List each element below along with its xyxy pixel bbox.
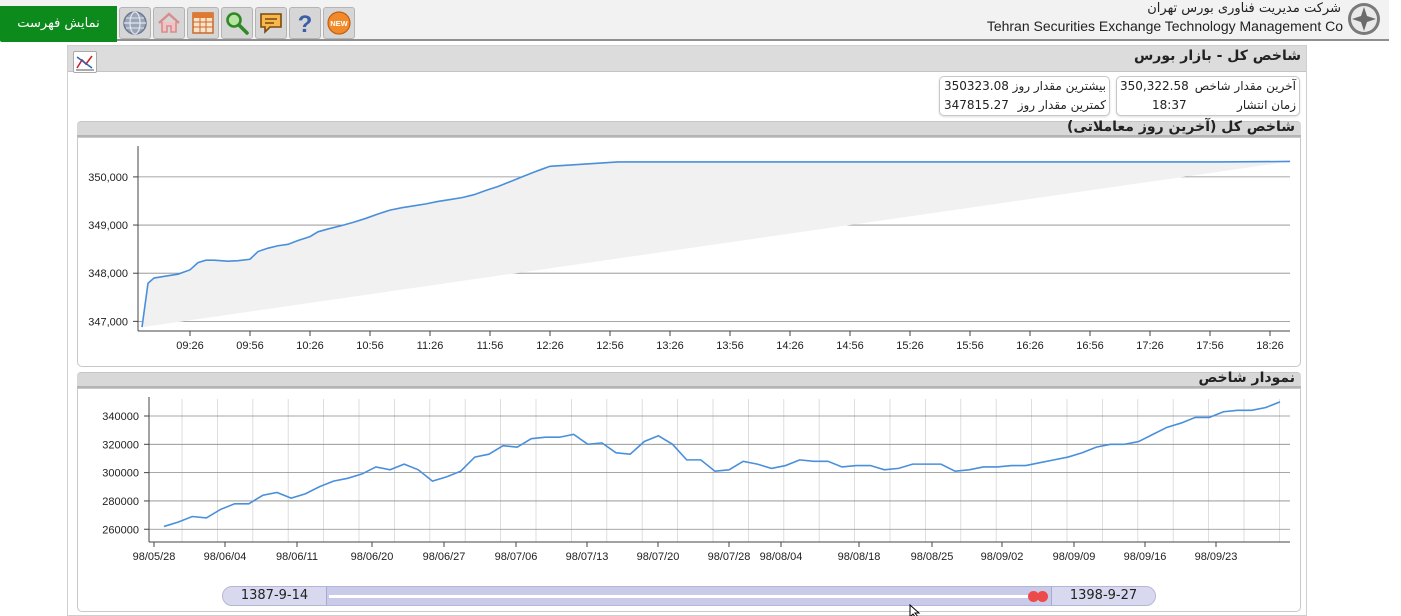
intraday-chart-box: 347,000 348,000 349,000 350,000 09:26 09:56 10…	[77, 137, 1301, 367]
x-tick-label: 11:56	[477, 340, 504, 352]
x-tick-label: 17:26	[1136, 340, 1164, 352]
x-tick-label: 17:56	[1196, 340, 1224, 352]
range-end-date: 1398-9-27	[1051, 587, 1155, 605]
history-chart-box: 260000 280000 300000 320000 340000 98/05/28 98…	[77, 388, 1301, 612]
y-tick-label: 340000	[102, 411, 139, 423]
publish-time: 18:37	[1152, 98, 1187, 112]
y-tick-label: 320000	[102, 439, 139, 451]
x-tick-label: 13:56	[716, 340, 744, 352]
chart-tool-button[interactable]	[73, 51, 97, 73]
history-chart: 260000 280000 300000 320000 340000 98/05/28 98…	[102, 397, 1290, 563]
area-shade	[142, 161, 1290, 328]
range-start-date: 1387-9-14	[223, 587, 327, 605]
new-badge-icon[interactable]: NEW	[323, 7, 355, 39]
x-tick-label: 15:26	[896, 340, 924, 352]
header-edge	[1389, 0, 1401, 41]
search-icon[interactable]	[221, 7, 253, 39]
x-tick-label: 98/09/23	[1195, 551, 1238, 563]
intraday-section-bar: شاخص کل (آخرین روز معاملاتی)	[77, 119, 1301, 137]
x-tick-label: 98/06/20	[351, 551, 394, 563]
y-tick-label: 260000	[102, 524, 139, 536]
series-line	[141, 160, 1291, 328]
x-tick-label: 98/09/09	[1053, 551, 1096, 563]
panel-title: شاخص کل - بازار بورس	[1133, 48, 1301, 64]
day-high-label: بیشترین مقدار روز	[1012, 79, 1106, 93]
day-low: 347815.27	[944, 98, 1009, 112]
x-tick-label: 98/06/11	[276, 551, 318, 563]
x-tick-label: 98/07/13	[566, 551, 609, 563]
tsetmc-logo	[1348, 3, 1380, 35]
x-tick-label: 16:56	[1076, 340, 1104, 352]
company-name-fa: شرکت مدیریت فناوری بورس تهران	[1147, 1, 1341, 16]
x-tick-label: 18:26	[1256, 340, 1284, 352]
x-tick-label: 13:26	[656, 340, 684, 352]
history-section-bar: نمودار شاخص	[77, 370, 1301, 388]
x-tick-label: 12:26	[536, 340, 564, 352]
x-tick-label: 10:26	[296, 340, 324, 352]
x-tick-label: 98/08/04	[760, 551, 803, 563]
help-icon[interactable]: ?	[289, 7, 321, 39]
y-tick-label: 349,000	[88, 220, 128, 232]
date-range-slider[interactable]: 1387-9-14 1398-9-27	[222, 586, 1156, 606]
x-tick-label: 98/06/04	[204, 551, 247, 563]
company-name-en: Tehran Securities Exchange Technology Ma…	[986, 18, 1343, 34]
x-tick-label: 98/08/18	[838, 551, 881, 563]
x-tick-label: 10:56	[356, 340, 384, 352]
range-track[interactable]	[329, 595, 1037, 598]
globe-icon[interactable]	[119, 7, 151, 39]
index-info-box: آخرین مقدار شاخص 350,322.58 زمان انتشار …	[1116, 76, 1300, 116]
range-handle-right[interactable]	[1037, 591, 1048, 602]
panel-title-bar: شاخص کل - بازار بورس	[68, 46, 1306, 72]
y-tick-label: 348,000	[88, 268, 128, 280]
svg-text:?: ?	[298, 11, 313, 36]
last-value: 350,322.58	[1120, 79, 1189, 93]
show-menu-button[interactable]: نمایش فهرست	[0, 6, 117, 42]
x-tick-label: 09:26	[176, 340, 204, 352]
x-tick-label: 98/07/06	[495, 551, 538, 563]
x-tick-label: 14:56	[836, 340, 864, 352]
chart-tool-icon	[76, 55, 94, 71]
x-tick-label: 98/05/28	[133, 551, 176, 563]
last-value-label: آخرین مقدار شاخص	[1194, 79, 1296, 93]
y-tick-label: 350,000	[88, 172, 128, 184]
series-line	[163, 401, 1281, 528]
day-low-label: کمترین مقدار روز	[1017, 98, 1106, 112]
mouse-cursor-icon	[909, 604, 921, 616]
x-tick-label: 98/06/27	[423, 551, 466, 563]
home-icon[interactable]	[153, 7, 185, 39]
message-icon[interactable]	[255, 7, 287, 39]
range-handle-left[interactable]	[1028, 591, 1039, 602]
x-tick-label: 16:26	[1016, 340, 1044, 352]
intraday-chart: 347,000 348,000 349,000 350,000 09:26 09:56 10…	[88, 146, 1291, 352]
x-tick-label: 98/09/02	[981, 551, 1024, 563]
x-tick-label: 98/07/28	[708, 551, 751, 563]
day-high: 350323.08	[944, 79, 1009, 93]
y-tick-label: 280000	[102, 496, 139, 508]
table-icon[interactable]	[187, 7, 219, 39]
x-tick-label: 11:26	[417, 340, 444, 352]
x-tick-label: 14:26	[776, 340, 804, 352]
day-range-box: بیشترین مقدار روز 350323.08 کمترین مقدار…	[939, 76, 1110, 116]
new-badge-label: NEW	[330, 19, 348, 28]
history-section-title: نمودار شاخص	[1198, 370, 1295, 386]
x-tick-label: 98/07/20	[637, 551, 680, 563]
y-tick-label: 347,000	[88, 316, 128, 328]
y-tick-label: 300000	[102, 468, 139, 480]
x-tick-label: 98/09/16	[1124, 551, 1167, 563]
x-tick-label: 12:56	[596, 340, 624, 352]
publish-time-label: زمان انتشار	[1237, 98, 1296, 112]
x-tick-label: 98/08/25	[911, 551, 954, 563]
intraday-section-title: شاخص کل (آخرین روز معاملاتی)	[1067, 119, 1295, 135]
x-tick-label: 09:56	[236, 340, 264, 352]
x-tick-label: 15:56	[956, 340, 984, 352]
